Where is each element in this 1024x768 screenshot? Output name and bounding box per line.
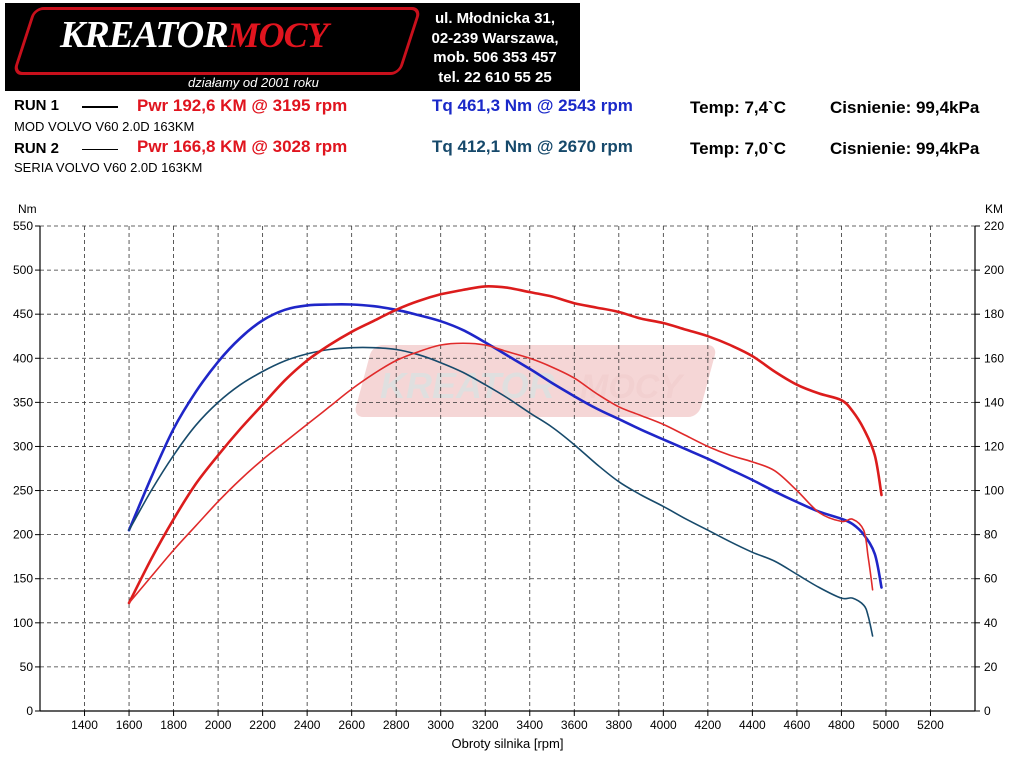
x-tick-label: 5000 xyxy=(873,718,900,732)
y-tick-label-right: 80 xyxy=(984,528,998,542)
run2-label: RUN 2 xyxy=(14,140,60,157)
run2-description: SERIA VOLVO V60 2.0D 163KM xyxy=(14,160,203,175)
run1-torque-curve xyxy=(127,303,883,589)
logo-text-main: KREATOR xyxy=(60,14,229,56)
y-tick-label-left: 50 xyxy=(20,660,34,674)
x-tick-label: 2600 xyxy=(338,718,365,732)
y-tick-label-right: 180 xyxy=(984,307,1004,321)
address-line: tel. 22 610 55 25 xyxy=(438,68,552,86)
run1-torque-text: Tq 461,3 Nm @ 2543 rpm xyxy=(432,96,633,115)
x-tick-label: 4600 xyxy=(784,718,811,732)
y-tick-label-left: 250 xyxy=(13,484,33,498)
logo-text-accent: MOCY xyxy=(227,15,329,55)
y-tick-label-left: 450 xyxy=(13,307,33,321)
y-tick-label-left: 200 xyxy=(13,528,33,542)
run1-line-sample xyxy=(82,106,118,108)
x-tick-label: 2400 xyxy=(294,718,321,732)
y-tick-label-right: 220 xyxy=(984,219,1004,233)
run2-temp-text: Temp: 7,0`C xyxy=(690,139,787,158)
run2-line-sample xyxy=(82,149,118,150)
watermark-text-accent: MOCY xyxy=(580,368,685,406)
run1-label: RUN 1 xyxy=(14,97,60,114)
x-tick-label: 1400 xyxy=(71,718,98,732)
address-line: 02-239 Warszawa, xyxy=(431,29,559,47)
chart-frame xyxy=(35,225,980,716)
run1-power-curve xyxy=(127,285,883,605)
y-axis-label-right: KM xyxy=(985,202,1003,216)
run1-pressure-text: Cisnienie: 99,4kPa xyxy=(830,98,980,117)
run1-description: MOD VOLVO V60 2.0D 163KM xyxy=(14,119,195,134)
y-tick-label-right: 60 xyxy=(984,572,998,586)
x-tick-label: 1800 xyxy=(160,718,187,732)
run2-torque-text: Tq 412,1 Nm @ 2670 rpm xyxy=(432,137,633,156)
chart-grid xyxy=(40,225,975,711)
run1-temp-text: Temp: 7,4`C xyxy=(690,98,787,117)
x-tick-label: 3600 xyxy=(561,718,588,732)
run2-pressure-text: Cisnienie: 99,4kPa xyxy=(830,139,980,158)
y-tick-label-right: 0 xyxy=(984,704,991,718)
y-tick-label-left: 150 xyxy=(13,572,33,586)
y-tick-label-left: 100 xyxy=(13,616,33,630)
y-tick-label-left: 350 xyxy=(13,395,33,409)
address-block: ul. Młodnicka 31, 02-239 Warszawa, mob. … xyxy=(405,9,585,87)
y-tick-label-left: 500 xyxy=(13,263,33,277)
run2-torque-curve xyxy=(128,346,874,637)
x-tick-label: 3400 xyxy=(516,718,543,732)
y-tick-label-left: 300 xyxy=(13,439,33,453)
x-tick-label: 4400 xyxy=(739,718,766,732)
x-tick-label: 1600 xyxy=(116,718,143,732)
x-tick-label: 3800 xyxy=(605,718,632,732)
watermark-text-main: KREATOR xyxy=(380,365,555,406)
y-axis-label-left: Nm xyxy=(18,202,37,216)
y-tick-label-left: 400 xyxy=(13,351,33,365)
x-tick-label: 2200 xyxy=(249,718,276,732)
watermark-logo: KREATOR MOCY xyxy=(355,345,716,417)
y-tick-label-left: 550 xyxy=(13,219,33,233)
logo-tagline: działamy od 2001 roku xyxy=(188,75,319,90)
header: KREATORMOCY działamy od 2001 roku ul. Mł… xyxy=(0,0,1024,92)
y-tick-label-right: 100 xyxy=(984,484,1004,498)
run2-power-text: Pwr 166,8 KM @ 3028 rpm xyxy=(137,137,348,156)
logo-banner: KREATORMOCY działamy od 2001 roku ul. Mł… xyxy=(5,3,580,91)
y-tick-label-right: 200 xyxy=(984,263,1004,277)
x-axis-label: Obroty silnika [rpm] xyxy=(452,736,564,751)
run1-power-text: Pwr 192,6 KM @ 3195 rpm xyxy=(137,96,348,115)
y-tick-label-right: 120 xyxy=(984,439,1004,453)
address-line: mob. 506 353 457 xyxy=(433,49,557,66)
address-line: ul. Młodnicka 31, xyxy=(434,10,556,27)
run2-power-curve xyxy=(128,342,874,604)
x-tick-label: 4000 xyxy=(650,718,677,732)
x-tick-label: 4200 xyxy=(695,718,722,732)
chart-curves xyxy=(127,285,883,637)
x-tick-label: 2000 xyxy=(205,718,232,732)
x-tick-label: 2800 xyxy=(383,718,410,732)
x-tick-label: 3000 xyxy=(427,718,454,732)
logo: KREATORMOCY xyxy=(60,13,329,57)
y-tick-label-right: 40 xyxy=(984,616,998,630)
y-tick-label-right: 140 xyxy=(984,395,1004,409)
y-tick-label-right: 160 xyxy=(984,351,1004,365)
x-tick-label: 3200 xyxy=(472,718,499,732)
x-tick-label: 4800 xyxy=(828,718,855,732)
y-tick-label-left: 0 xyxy=(26,704,33,718)
y-tick-label-right: 20 xyxy=(984,660,998,674)
chart-labels: 1400 1600 1800 2000 2200 2400 2600 2800 3000 3200… xyxy=(13,202,1004,751)
x-tick-label: 5200 xyxy=(917,718,944,732)
